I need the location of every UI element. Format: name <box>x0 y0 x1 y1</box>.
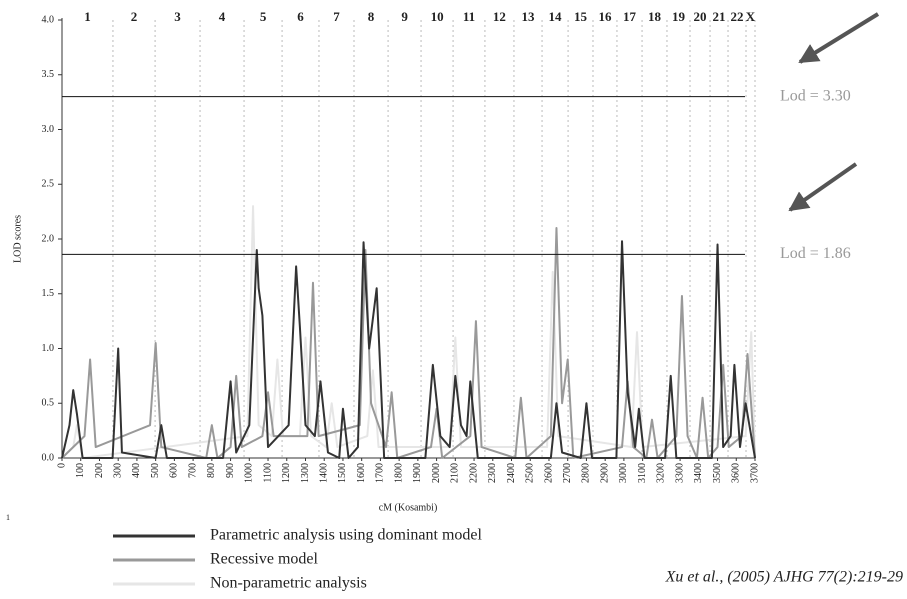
threshold-label: Lod = 3.30 <box>780 87 851 104</box>
x-tick-label: 2600 <box>543 463 554 483</box>
chromosome-label: 10 <box>431 9 444 24</box>
chromosome-label: 13 <box>521 9 535 24</box>
y-tick-label: 2.0 <box>42 233 55 244</box>
x-tick-label: 2000 <box>431 463 442 483</box>
x-tick-label: 1000 <box>244 463 255 483</box>
x-axis-label: cM (Kosambi) <box>379 502 438 513</box>
x-tick-label: 3300 <box>674 463 685 483</box>
x-tick-label: 1700 <box>375 463 386 483</box>
y-tick-label: 2.5 <box>42 179 55 190</box>
x-tick-label: 3200 <box>656 463 667 483</box>
x-tick-label: 2800 <box>581 463 592 483</box>
x-tick-label: 1100 <box>262 463 273 483</box>
y-tick-label: 1.0 <box>42 343 55 354</box>
chromosome-label: 2 <box>131 9 138 24</box>
y-axis-label: LOD scores <box>12 215 23 263</box>
x-tick-label: 3400 <box>693 463 704 483</box>
x-tick-label: 1600 <box>356 463 367 483</box>
threshold-label: Lod = 1.86 <box>780 245 851 262</box>
chromosome-label: 12 <box>493 9 506 24</box>
x-tick-label: 300 <box>112 463 123 478</box>
x-tick-label: 2500 <box>525 463 536 483</box>
series-line <box>61 205 756 459</box>
chromosome-label: 8 <box>368 9 375 24</box>
x-tick-label: 400 <box>131 463 142 478</box>
x-tick-label: 1300 <box>300 463 311 483</box>
y-tick-label: 1.5 <box>42 288 55 299</box>
chromosome-label: 4 <box>219 9 226 24</box>
corner-mark: 1 <box>6 513 10 522</box>
y-tick-label: 3.5 <box>42 69 55 80</box>
y-tick-label: 0.0 <box>42 452 55 463</box>
x-tick-label: 2400 <box>506 463 517 483</box>
arrow <box>798 12 880 64</box>
chromosome-label: 5 <box>260 9 267 24</box>
legend-label: Parametric analysis using dominant model <box>210 527 483 544</box>
chromosome-label: 19 <box>672 9 686 24</box>
series-line <box>61 227 756 459</box>
chromosome-label: 7 <box>333 9 340 24</box>
x-tick-label: 3000 <box>618 463 629 483</box>
x-tick-label: 100 <box>75 463 86 478</box>
x-tick-label: 3500 <box>712 463 723 483</box>
series-line <box>61 240 756 459</box>
y-tick-label: 4.0 <box>42 14 55 25</box>
x-tick-label: 700 <box>187 463 198 478</box>
chromosome-label: X <box>746 9 756 24</box>
chromosome-label: 21 <box>713 9 726 24</box>
x-tick-label: 3100 <box>637 463 648 483</box>
x-tick-label: 1800 <box>393 463 404 483</box>
chromosome-label: 6 <box>297 9 304 24</box>
chromosome-label: 18 <box>648 9 662 24</box>
x-tick-label: 500 <box>150 463 161 478</box>
x-tick-label: 2900 <box>599 463 610 483</box>
x-tick-label: 2300 <box>487 463 498 483</box>
chromosome-label: 3 <box>174 9 181 24</box>
y-tick-label: 3.0 <box>42 124 55 135</box>
x-tick-label: 200 <box>94 463 105 478</box>
citation: Xu et al., (2005) AJHG 77(2):219-29 <box>665 569 903 586</box>
y-tick-label: 0.5 <box>42 398 55 409</box>
x-tick-label: 0 <box>56 463 67 468</box>
chromosome-label: 22 <box>731 9 744 24</box>
chromosome-label: 9 <box>401 9 408 24</box>
x-tick-label: 1400 <box>319 463 330 483</box>
x-tick-label: 2200 <box>468 463 479 483</box>
chromosome-label: 20 <box>694 9 707 24</box>
chromosome-label: 14 <box>549 9 563 24</box>
arrow <box>788 162 858 212</box>
x-tick-label: 2700 <box>562 463 573 483</box>
x-tick-label: 1500 <box>337 463 348 483</box>
x-tick-label: 1900 <box>412 463 423 483</box>
x-tick-label: 900 <box>225 463 236 478</box>
chromosome-label: 16 <box>598 9 612 24</box>
x-tick-label: 800 <box>206 463 217 478</box>
legend-label: Recessive model <box>210 551 319 568</box>
x-tick-label: 2100 <box>450 463 461 483</box>
chromosome-label: 17 <box>623 9 637 24</box>
chromosome-label: 11 <box>463 9 475 24</box>
legend-label: Non-parametric analysis <box>210 575 367 592</box>
x-tick-label: 3600 <box>731 463 742 483</box>
chromosome-label: 15 <box>574 9 588 24</box>
x-tick-label: 600 <box>169 463 180 478</box>
x-tick-label: 3700 <box>749 463 760 483</box>
x-tick-label: 1200 <box>281 463 292 483</box>
chromosome-label: 1 <box>84 9 91 24</box>
